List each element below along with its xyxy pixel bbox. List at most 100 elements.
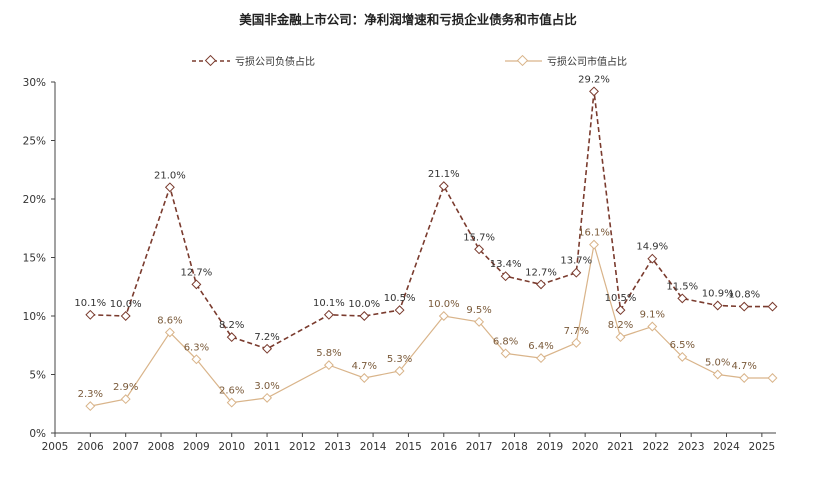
data-point-0 bbox=[571, 267, 582, 278]
x-tick-label: 2019 bbox=[536, 441, 563, 453]
data-point-0 bbox=[191, 279, 202, 290]
data-point-1 bbox=[589, 239, 599, 250]
data-point-0 bbox=[323, 309, 334, 320]
data-label: 10.8% bbox=[728, 290, 760, 301]
data-point-1 bbox=[615, 332, 626, 343]
data-labels: 10.1% 10.0%21.0%12.7%8.2%7.2%10.1% 10.0%10… bbox=[74, 74, 760, 400]
data-label: 16.1% bbox=[578, 228, 610, 239]
series-line-0 bbox=[90, 91, 773, 350]
data-label: 10.0% bbox=[110, 299, 142, 310]
data-point-1 bbox=[359, 373, 370, 383]
data-point-0 bbox=[647, 253, 658, 264]
data-label: 8.6% bbox=[157, 315, 182, 326]
x-tick-label: 2010 bbox=[218, 441, 245, 453]
data-label: 10.1% bbox=[313, 298, 345, 309]
data-label: 5.0% bbox=[705, 358, 730, 369]
data-label: 9.1% bbox=[640, 310, 665, 321]
data-label: 29.2% bbox=[578, 74, 610, 85]
legend: 亏损公司负债占比 亏损公司市值占比 bbox=[192, 54, 627, 68]
x-tick-label: 2006 bbox=[77, 441, 104, 453]
data-point-1 bbox=[394, 366, 405, 376]
data-label: 3.0% bbox=[254, 381, 279, 392]
data-point-0 bbox=[438, 181, 449, 192]
data-point-1 bbox=[438, 311, 449, 321]
data-label: 15.7% bbox=[463, 232, 495, 243]
data-point-0 bbox=[359, 311, 370, 321]
data-label: 8.2% bbox=[608, 320, 633, 331]
x-tick-label: 2017 bbox=[466, 441, 493, 453]
data-label: 14.9% bbox=[636, 242, 668, 253]
data-point-0 bbox=[262, 343, 273, 354]
data-label: 21.0% bbox=[154, 170, 186, 181]
data-point-0 bbox=[615, 305, 626, 316]
x-tick-label: 2008 bbox=[148, 441, 175, 453]
legend-item-debt: 亏损公司负债占比 bbox=[192, 54, 315, 68]
x-tick-label: 2014 bbox=[360, 441, 387, 453]
y-tick-label: 10% bbox=[23, 311, 46, 323]
legend-item-marketcap: 亏损公司市值占比 bbox=[505, 54, 627, 68]
y-tick-label: 0% bbox=[29, 428, 46, 440]
data-point-1 bbox=[262, 392, 273, 403]
data-label: 12.7% bbox=[181, 267, 213, 278]
x-tick-label: 2025 bbox=[748, 441, 775, 453]
data-point-1 bbox=[647, 321, 658, 332]
data-point-0 bbox=[536, 279, 546, 290]
data-point-0 bbox=[226, 332, 237, 343]
data-label: 10.1% bbox=[74, 298, 106, 309]
data-point-0 bbox=[677, 293, 688, 304]
legend-label-marketcap: 亏损公司市值占比 bbox=[547, 55, 627, 68]
data-label: 10.5% bbox=[605, 293, 637, 304]
data-label: 5.8% bbox=[316, 348, 341, 359]
data-label: 6.4% bbox=[528, 341, 553, 352]
x-tick-label: 2005 bbox=[42, 441, 69, 453]
x-tick-label: 2018 bbox=[501, 441, 528, 453]
data-point-1 bbox=[191, 354, 202, 365]
data-label: 5.3% bbox=[387, 354, 412, 365]
axes: 0% 5% 10% 15% 20% 25% 30% 2005 2006 2007 2008 2009 2… bbox=[23, 77, 776, 453]
data-label: 2.3% bbox=[78, 389, 103, 400]
y-tick-label: 15% bbox=[23, 253, 46, 265]
data-label: 10.0% bbox=[428, 299, 460, 310]
data-point-0 bbox=[500, 271, 511, 282]
data-point-1 bbox=[767, 373, 778, 383]
data-point-1 bbox=[536, 353, 546, 364]
data-point-1 bbox=[164, 327, 175, 338]
data-label: 11.5% bbox=[666, 281, 698, 292]
data-point-0 bbox=[85, 309, 96, 320]
data-label: 6.3% bbox=[184, 342, 209, 353]
data-label: 10.5% bbox=[384, 293, 416, 304]
data-label: 10.9% bbox=[702, 289, 734, 300]
x-tick-label: 2012 bbox=[289, 441, 316, 453]
x-tick-label: 2022 bbox=[642, 441, 669, 453]
chart-title: 美国非金融上市公司：净利润增速和亏损企业债务和市值占比 bbox=[239, 12, 577, 27]
data-point-1 bbox=[85, 401, 96, 412]
data-point-1 bbox=[571, 337, 582, 348]
data-point-1 bbox=[739, 373, 750, 383]
legend-marker-marketcap bbox=[516, 54, 529, 67]
x-tick-label: 2015 bbox=[395, 441, 422, 453]
x-tick-label: 2007 bbox=[112, 441, 139, 453]
x-tick-label: 2011 bbox=[254, 441, 281, 453]
y-tick-label: 25% bbox=[23, 136, 46, 148]
data-label: 7.2% bbox=[254, 332, 279, 343]
x-tick-label: 2021 bbox=[607, 441, 634, 453]
data-point-0 bbox=[589, 86, 599, 97]
data-point-0 bbox=[474, 244, 485, 255]
data-label: 10.0% bbox=[348, 299, 380, 310]
data-label: 6.8% bbox=[493, 336, 518, 347]
data-label: 4.7% bbox=[731, 361, 756, 372]
legend-label-debt: 亏损公司负债占比 bbox=[235, 55, 315, 68]
data-point-0 bbox=[394, 305, 405, 316]
data-label: 21.1% bbox=[428, 169, 460, 180]
x-tick-label: 2020 bbox=[572, 441, 599, 453]
data-label: 12.7% bbox=[525, 267, 557, 278]
data-label: 2.9% bbox=[113, 382, 138, 393]
data-point-1 bbox=[323, 360, 334, 371]
x-tick-label: 2024 bbox=[713, 441, 740, 453]
data-point-1 bbox=[712, 369, 723, 380]
data-point-1 bbox=[474, 316, 485, 327]
y-tick-label: 30% bbox=[23, 77, 46, 89]
data-point-0 bbox=[164, 182, 175, 193]
data-label: 2.6% bbox=[219, 386, 244, 397]
